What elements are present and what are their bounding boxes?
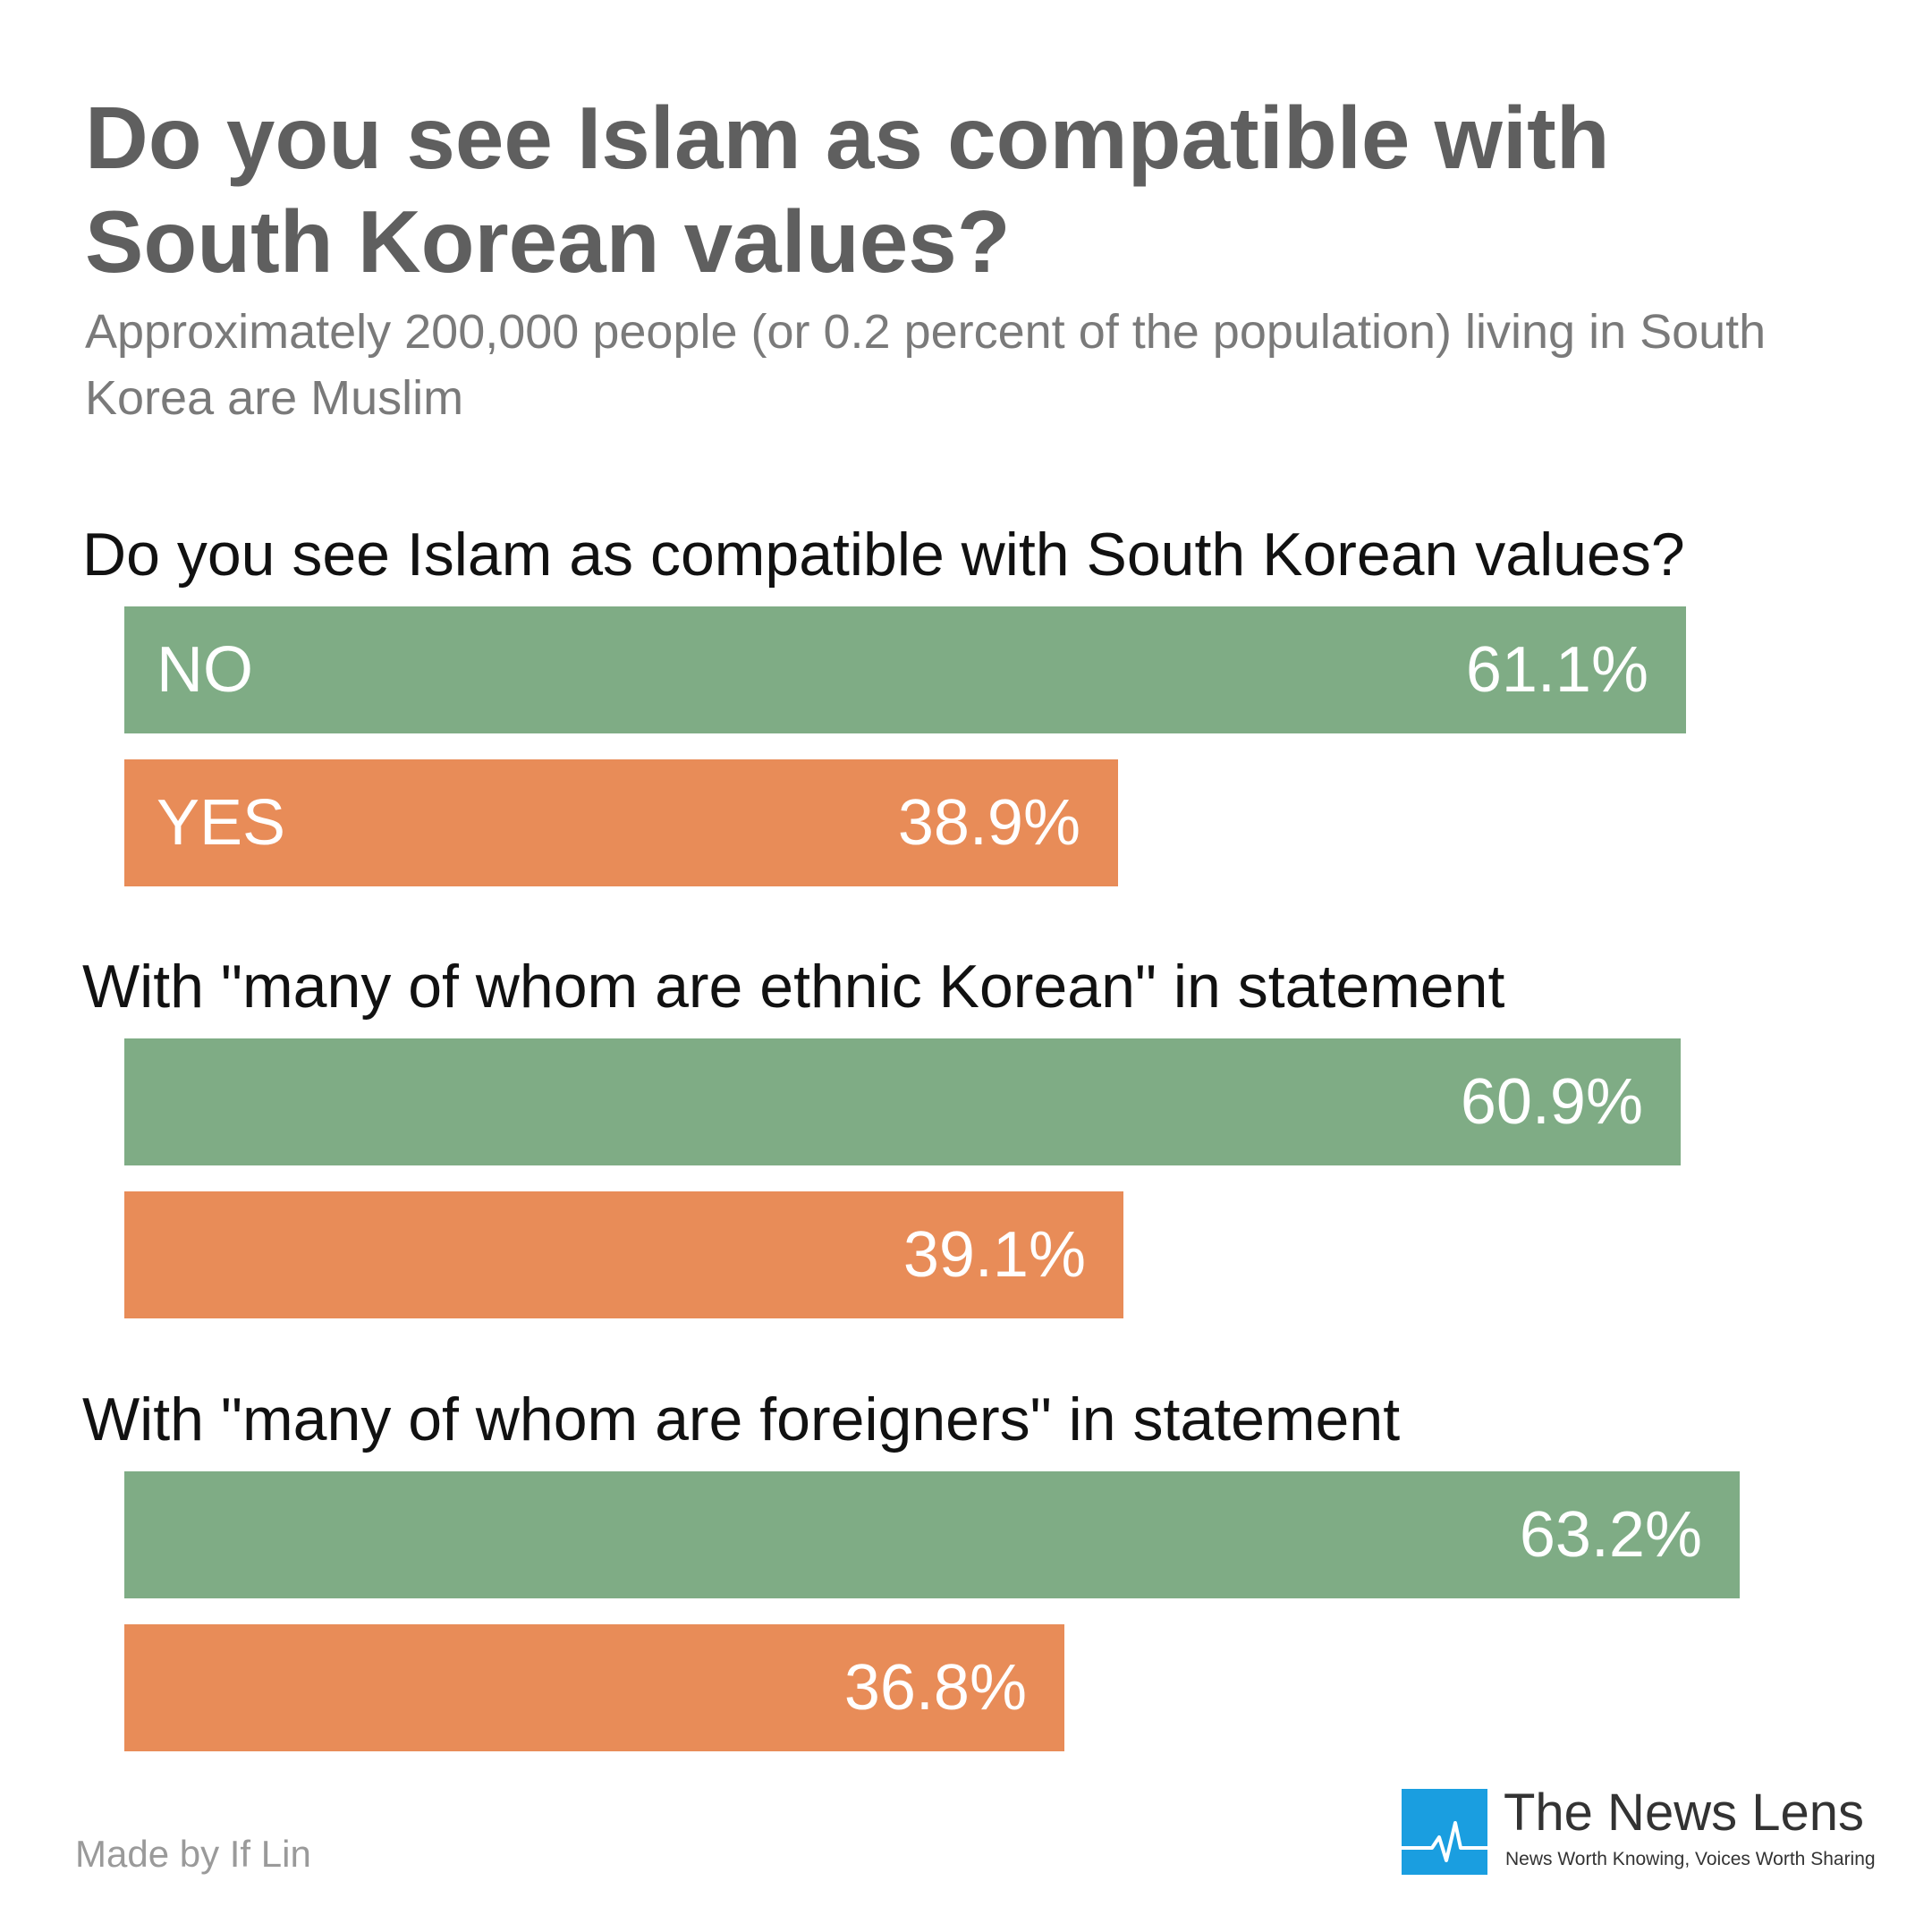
bar-no: 60.9% <box>124 1038 1681 1165</box>
bar-category-label: NO <box>157 634 253 706</box>
bar-value-label: 61.1% <box>1465 634 1648 706</box>
bar-value-label: 60.9% <box>1460 1066 1643 1138</box>
brand-name: The News Lens <box>1504 1784 1864 1842</box>
group-label: Do you see Islam as compatible with Sout… <box>82 521 1685 589</box>
brand-tagline: News Worth Knowing, Voices Worth Sharing <box>1505 1849 1876 1869</box>
bar-category-label: YES <box>157 787 286 859</box>
bar-value-label: 39.1% <box>902 1219 1086 1291</box>
pulse-line-icon <box>1402 1789 1487 1875</box>
group-label: With "many of whom are foreigners" in st… <box>82 1385 1401 1453</box>
bar-no: 63.2% <box>124 1471 1740 1598</box>
brand-logo: The News Lens News Worth Knowing, Voices… <box>1402 1784 1876 1878</box>
bar-value-label: 63.2% <box>1519 1499 1702 1571</box>
bar-value-label: 36.8% <box>843 1652 1027 1724</box>
author-credit: Made by If Lin <box>75 1833 311 1875</box>
bar-yes: 36.8% <box>124 1624 1064 1751</box>
chart-subtitle: Approximately 200,000 people (or 0.2 per… <box>85 305 1767 425</box>
bar-no: NO 61.1% <box>124 606 1686 733</box>
logo-pulse-line <box>1402 1821 1487 1862</box>
chart-title: Do you see Islam as compatible with Sout… <box>85 89 1610 291</box>
bar-yes: YES 38.9% <box>124 759 1118 886</box>
logo-square <box>1402 1789 1487 1875</box>
bar-value-label: 38.9% <box>897 787 1080 859</box>
group-label: With "many of whom are ethnic Korean" in… <box>82 953 1505 1021</box>
bar-yes: 39.1% <box>124 1191 1123 1318</box>
